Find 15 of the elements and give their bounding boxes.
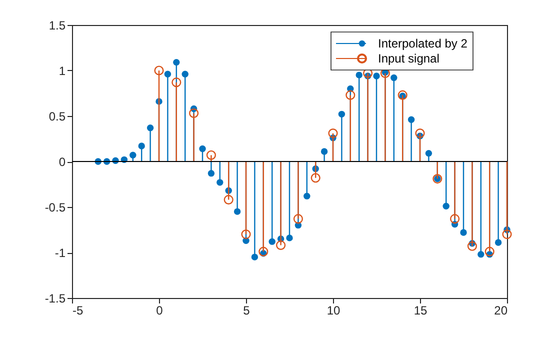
legend-label: Input signal [378,52,440,66]
y-tick-label: 0 [58,155,66,169]
y-tick-label: 0.5 [48,110,66,124]
y-tick-label: -1.5 [44,292,66,306]
x-tick-label: -5 [72,304,84,318]
y-tick-label: -1 [54,246,66,260]
legend-label: Interpolated by 2 [378,36,468,50]
y-tick-label: -0.5 [44,200,66,214]
x-tick-label: 15 [414,304,428,318]
x-tick-label: 0 [156,304,164,318]
x-tick-label: 10 [326,304,340,318]
y-tick-label: 1 [58,64,66,78]
x-tick-label: 5 [243,304,250,318]
y-tick-label: 1.5 [48,18,66,32]
x-tick-label: 20 [494,304,508,318]
